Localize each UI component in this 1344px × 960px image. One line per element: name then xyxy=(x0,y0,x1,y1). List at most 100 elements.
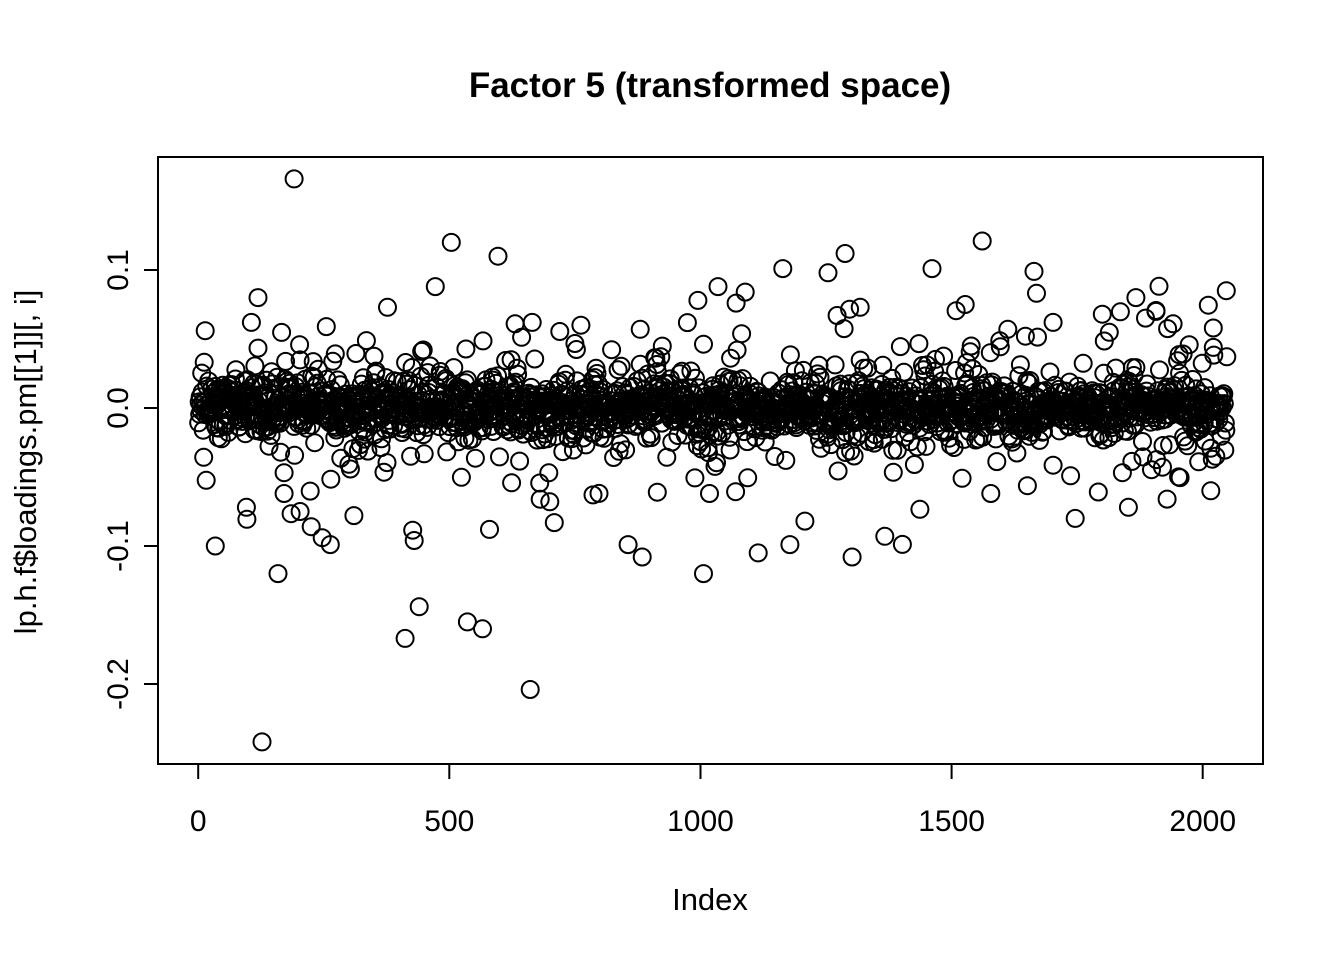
data-point xyxy=(1149,276,1169,296)
data-point xyxy=(916,436,936,456)
data-point xyxy=(980,343,1000,363)
data-point xyxy=(1189,452,1209,472)
data-point xyxy=(553,442,573,462)
data-point xyxy=(765,447,785,466)
data-point xyxy=(317,369,337,389)
data-point xyxy=(374,462,394,482)
data-point xyxy=(1172,370,1192,390)
data-point xyxy=(883,440,903,460)
data-point xyxy=(346,344,366,363)
y-axis-title: lp.h.f$loadings.pm[[1]][, i] xyxy=(8,290,43,635)
data-point xyxy=(734,422,754,442)
data-point xyxy=(330,375,350,395)
data-point xyxy=(194,352,214,372)
data-point xyxy=(376,368,396,388)
data-point xyxy=(785,361,805,381)
data-point xyxy=(1201,481,1221,501)
data-point xyxy=(195,321,215,341)
data-point xyxy=(1126,358,1146,378)
data-point xyxy=(413,340,433,360)
data-point xyxy=(377,453,397,473)
data-point xyxy=(245,356,265,376)
data-point xyxy=(414,444,434,464)
data-point xyxy=(404,531,424,550)
data-point xyxy=(609,441,629,461)
data-point xyxy=(290,350,310,370)
data-point xyxy=(539,463,559,483)
data-point xyxy=(401,446,421,466)
x-axis-title: Index xyxy=(672,882,748,917)
data-point xyxy=(1122,451,1142,471)
data-point xyxy=(473,619,492,639)
data-point xyxy=(760,371,780,391)
data-point xyxy=(285,445,305,465)
data-point xyxy=(268,564,288,584)
data-point xyxy=(963,359,983,379)
data-point xyxy=(1217,347,1237,367)
data-point xyxy=(525,349,545,369)
data-point xyxy=(1110,302,1130,322)
data-point xyxy=(875,526,895,546)
data-point xyxy=(1061,466,1081,486)
data-point xyxy=(652,336,672,356)
x-axis-ticks: 0 500 1000 1500 2000 xyxy=(190,765,1236,838)
data-point xyxy=(694,334,713,354)
data-point xyxy=(1088,482,1108,502)
data-point xyxy=(1170,468,1190,488)
data-point xyxy=(1211,426,1231,446)
data-point xyxy=(457,612,477,632)
data-point xyxy=(437,442,457,462)
data-point xyxy=(583,485,603,505)
data-point xyxy=(892,534,912,554)
data-point xyxy=(890,337,910,357)
data-point xyxy=(272,322,292,342)
data-point xyxy=(196,470,216,490)
data-point xyxy=(555,370,575,390)
data-point xyxy=(530,489,550,509)
data-point xyxy=(1073,353,1093,373)
data-point xyxy=(300,481,320,501)
data-point xyxy=(403,520,423,540)
data-point xyxy=(1203,318,1223,338)
x-tick-label: 0 xyxy=(190,805,207,838)
data-point xyxy=(1198,295,1218,315)
data-point xyxy=(1150,360,1169,380)
data-point xyxy=(544,513,564,533)
chart-title: Factor 5 (transformed space) xyxy=(469,66,951,105)
data-point xyxy=(395,628,415,648)
scatter-points-layer xyxy=(189,169,1237,752)
data-point xyxy=(420,356,440,376)
data-point xyxy=(274,463,294,483)
data-point xyxy=(926,349,945,369)
data-point xyxy=(773,259,793,279)
data-point xyxy=(418,376,438,395)
data-point xyxy=(301,517,321,537)
data-point xyxy=(1133,447,1153,467)
data-point xyxy=(776,450,796,470)
data-point xyxy=(726,293,746,313)
data-point xyxy=(378,297,397,317)
data-point xyxy=(488,246,508,266)
data-point xyxy=(505,314,525,334)
data-point xyxy=(1214,394,1234,414)
data-point xyxy=(651,347,671,367)
x-tick-label: 1500 xyxy=(918,805,985,838)
data-point xyxy=(267,367,287,387)
data-point xyxy=(1215,440,1235,460)
data-point xyxy=(1153,436,1173,455)
data-point xyxy=(795,511,815,531)
data-point xyxy=(1028,327,1047,347)
data-point xyxy=(858,358,878,378)
data-point xyxy=(425,277,445,297)
data-point xyxy=(1017,476,1037,496)
data-point xyxy=(608,360,628,380)
data-point xyxy=(358,441,378,461)
data-point xyxy=(630,319,650,339)
data-point xyxy=(284,169,304,189)
data-point xyxy=(641,428,661,448)
data-point xyxy=(1142,460,1161,480)
y-axis-ticks: -0.2 -0.1 0.0 0.1 xyxy=(102,249,157,710)
data-point xyxy=(955,295,975,314)
data-point xyxy=(1146,301,1166,321)
data-point xyxy=(1065,508,1085,528)
